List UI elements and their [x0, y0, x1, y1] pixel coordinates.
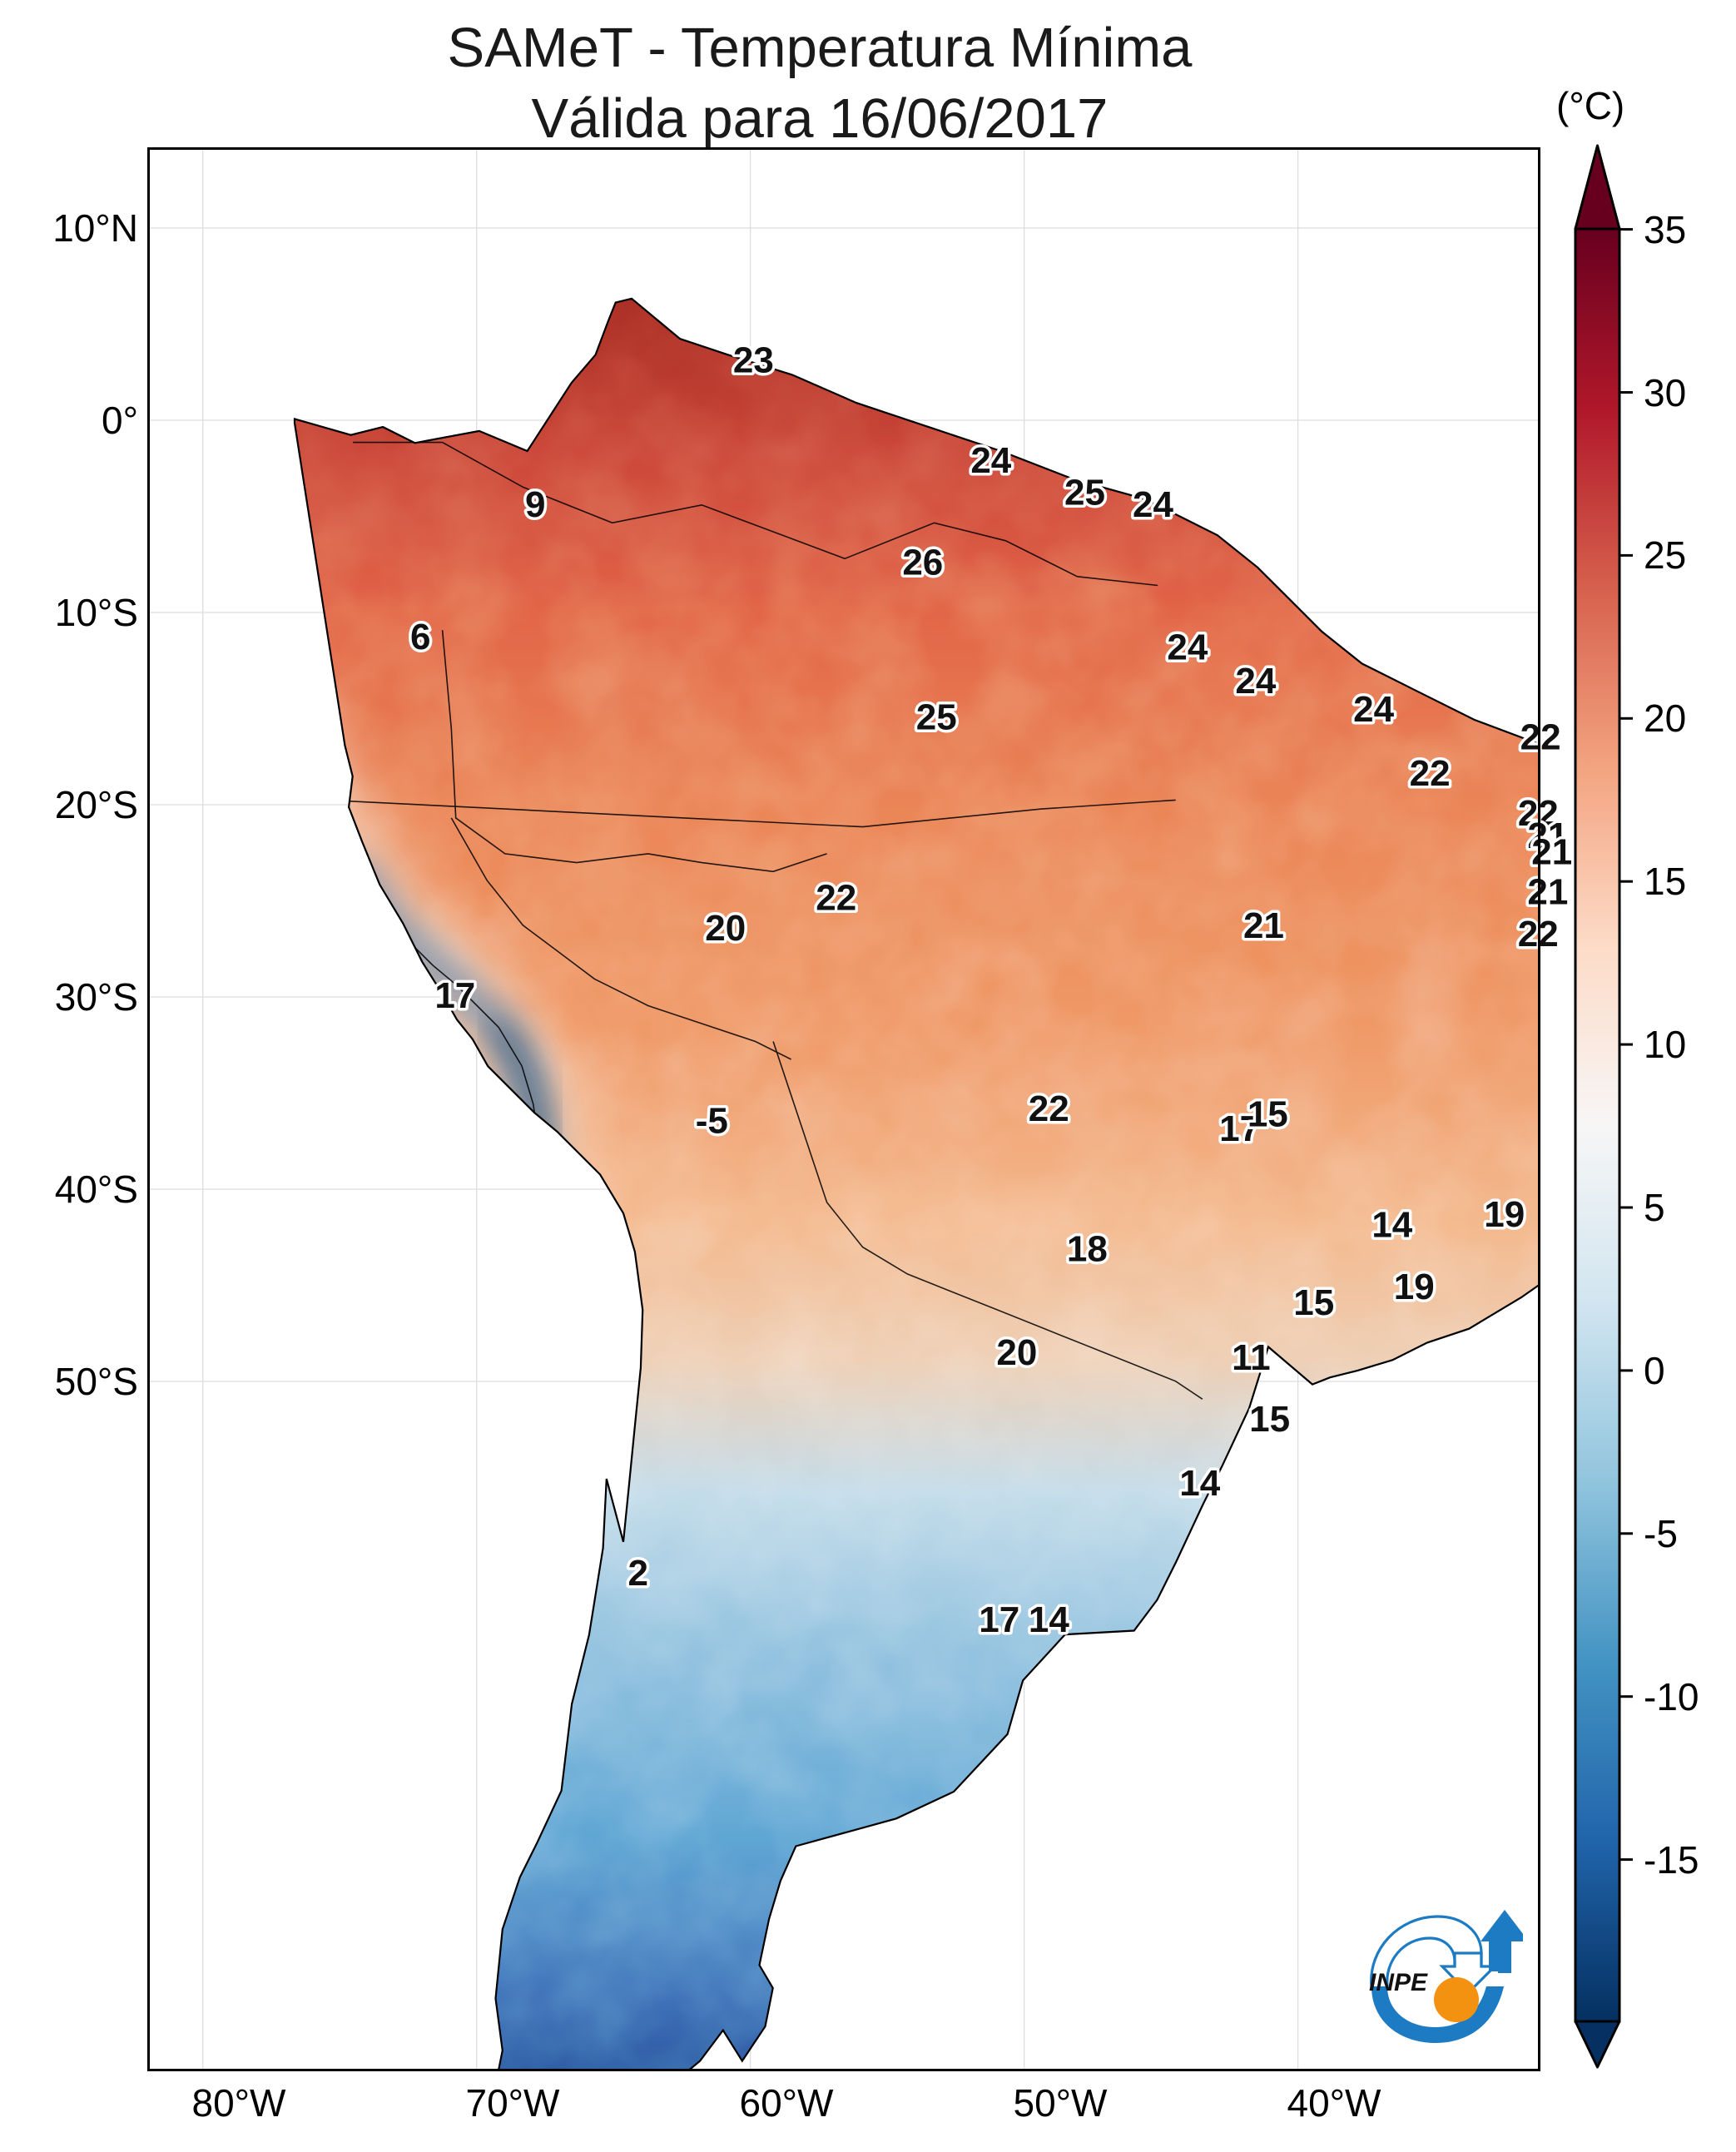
svg-text:INPE: INPE: [1369, 1969, 1428, 1996]
